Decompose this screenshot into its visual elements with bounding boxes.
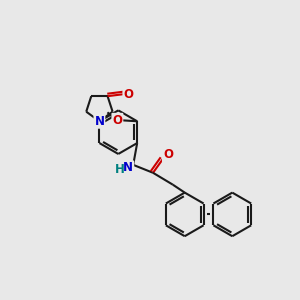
Text: N: N — [123, 161, 133, 174]
Text: O: O — [163, 148, 173, 161]
Text: O: O — [112, 114, 122, 127]
Text: O: O — [123, 88, 134, 101]
Text: N: N — [94, 115, 104, 128]
Text: H: H — [114, 163, 124, 176]
